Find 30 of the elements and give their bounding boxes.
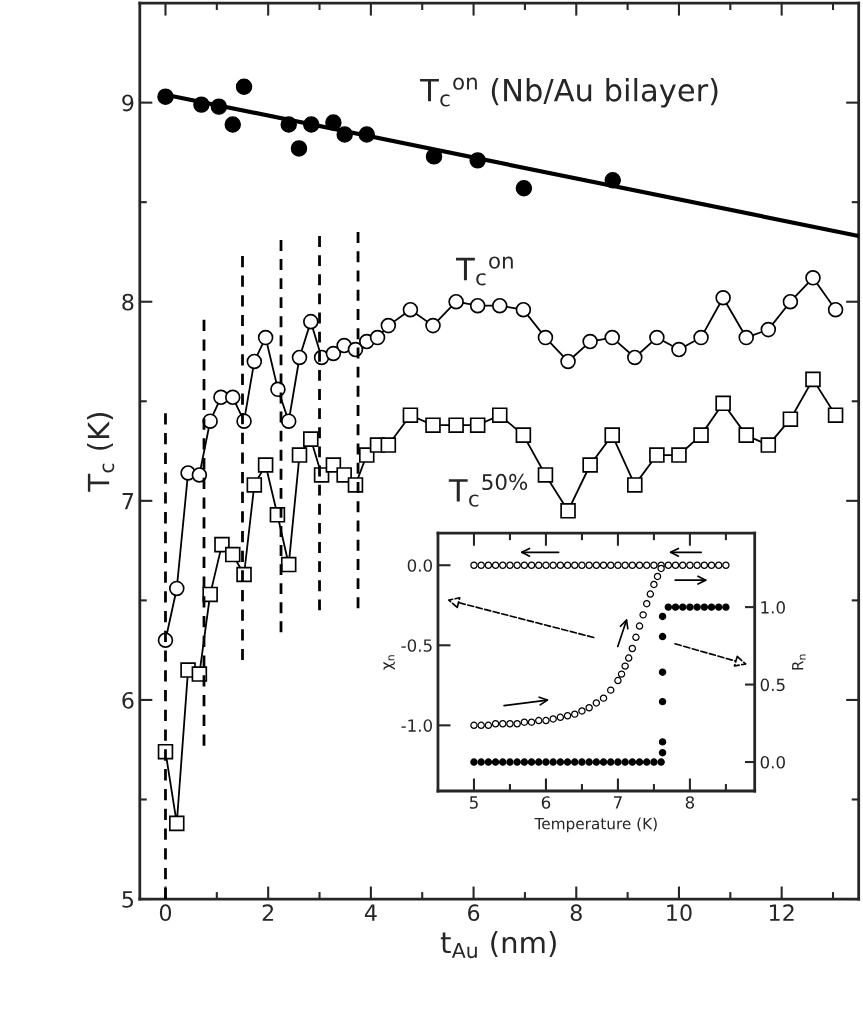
y-tick-label: -1.0 — [401, 719, 433, 732]
y2-tick-label: 1.0 — [761, 601, 785, 614]
y-axis-title: T$_{c}$ (K) — [87, 412, 115, 492]
x-tick-label: 2 — [262, 904, 274, 921]
x-tick-label: 10 — [667, 904, 692, 922]
series-label: T$_{c}$$^{on}$ — [456, 256, 513, 286]
x-tick-label: 5 — [469, 796, 478, 809]
y-tick-label: 9 — [122, 94, 134, 112]
y-tick-label: 8 — [122, 293, 134, 311]
y-tick-label: 0.0 — [407, 559, 433, 572]
y2-tick-label: 0.5 — [760, 678, 785, 692]
x-tick-label: 12 — [769, 904, 794, 921]
x-axis-title: t$_{Au}$ (nm) — [440, 930, 556, 959]
x-tick-label: 6 — [468, 904, 480, 922]
y-tick-label: -0.5 — [401, 639, 432, 652]
series-label: T$_{c}$$^{on}$ (Nb/Au bilayer) — [420, 77, 718, 108]
series-label: T$_{c}$$^{50%}$ — [448, 473, 528, 507]
x-tick-label: 6 — [541, 796, 551, 809]
x-tick-label: 7 — [613, 796, 622, 809]
y-tick-label: 6 — [122, 691, 134, 709]
x-tick-label: 8 — [685, 796, 695, 809]
x-tick-label: 8 — [570, 904, 582, 922]
y-tick-label: 7 — [122, 493, 134, 510]
x-tick-label: 4 — [364, 904, 377, 921]
y-tick-label: 5 — [122, 891, 133, 908]
y2-axis-title: R$_{n}$ — [792, 654, 806, 670]
x-tick-label: 0 — [159, 904, 172, 922]
y-axis-title: χ$_{n}$ — [383, 655, 395, 670]
x-axis-title: Temperature (K) — [534, 817, 657, 833]
y2-tick-label: 0.0 — [760, 755, 785, 769]
